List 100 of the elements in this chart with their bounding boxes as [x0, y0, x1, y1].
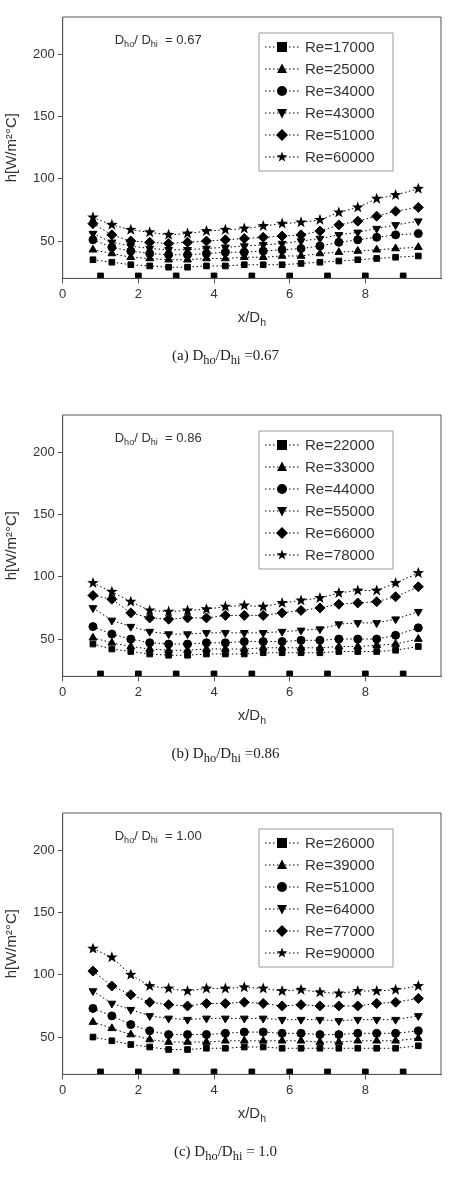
point	[314, 602, 326, 614]
point	[353, 1028, 363, 1038]
point	[316, 1044, 324, 1052]
point	[257, 997, 269, 1009]
point	[239, 1027, 249, 1037]
point	[210, 670, 218, 677]
point	[412, 979, 425, 991]
x-tick-label: 6	[286, 1081, 294, 1097]
point	[89, 256, 97, 264]
point	[286, 272, 293, 279]
point	[372, 225, 382, 234]
point	[392, 1044, 399, 1052]
point	[354, 256, 362, 264]
point	[257, 982, 269, 994]
point	[314, 213, 326, 225]
point	[414, 643, 422, 650]
x-tick-label: 8	[361, 1081, 369, 1097]
point	[412, 992, 424, 1004]
point	[181, 227, 194, 239]
point	[202, 630, 211, 638]
point	[172, 670, 180, 677]
point	[88, 605, 98, 613]
point	[219, 997, 231, 1009]
y-axis-title: h[W/m²°C]	[2, 113, 19, 183]
point	[257, 231, 269, 243]
point	[200, 982, 213, 994]
point	[108, 258, 116, 266]
point	[145, 1034, 155, 1043]
point	[106, 951, 118, 963]
point	[126, 1029, 136, 1038]
x-tick-label: 0	[59, 285, 67, 301]
x-tick-label: 4	[210, 683, 218, 699]
point	[276, 596, 288, 608]
point	[125, 989, 137, 1001]
point	[222, 650, 229, 658]
point	[203, 262, 210, 270]
point	[164, 1037, 174, 1045]
y-axis-title: h[W/m²°C]	[2, 511, 19, 581]
point	[333, 206, 345, 218]
point	[372, 1028, 382, 1038]
point	[183, 1016, 192, 1025]
point	[219, 223, 232, 235]
point	[391, 630, 401, 640]
point	[163, 999, 175, 1011]
point	[259, 649, 267, 657]
point	[315, 241, 325, 251]
point	[200, 225, 213, 236]
point	[182, 1000, 194, 1012]
y-tick-label: 200	[32, 841, 55, 857]
point	[335, 648, 343, 655]
point	[127, 648, 135, 655]
y-tick-label: 150	[32, 506, 55, 522]
point	[125, 595, 137, 607]
legend-label: Re=43000	[305, 104, 375, 122]
point	[239, 630, 249, 638]
point	[389, 983, 402, 995]
point	[277, 1028, 287, 1038]
point	[296, 627, 306, 636]
point	[334, 1030, 344, 1040]
point	[324, 670, 331, 677]
x-tick-label: 0	[59, 1081, 67, 1097]
point	[333, 987, 345, 999]
legend-label: Re=51000	[305, 878, 375, 896]
point	[200, 235, 212, 247]
point	[239, 644, 249, 652]
point	[371, 596, 383, 608]
point	[372, 1016, 382, 1025]
legend-label: Re=55000	[305, 502, 375, 520]
point	[88, 235, 98, 245]
point	[373, 1044, 381, 1052]
point	[240, 650, 248, 658]
point	[370, 584, 383, 596]
point	[106, 980, 118, 992]
point	[200, 612, 212, 624]
point	[88, 632, 98, 641]
point	[184, 1046, 191, 1053]
point	[239, 1015, 249, 1024]
point	[278, 649, 286, 657]
point	[172, 272, 180, 279]
point	[295, 999, 307, 1011]
point	[126, 1020, 136, 1030]
point	[135, 670, 142, 677]
point	[125, 223, 137, 235]
point	[413, 1026, 423, 1036]
y-tick-label: 100	[32, 170, 55, 186]
point	[172, 1068, 180, 1075]
legend-label: Re=90000	[305, 944, 375, 962]
point	[391, 616, 400, 625]
point	[391, 230, 401, 240]
point	[219, 982, 232, 994]
point	[146, 1043, 154, 1051]
point	[277, 628, 287, 637]
point	[106, 229, 118, 241]
point	[276, 1000, 288, 1012]
point	[334, 621, 344, 630]
point	[183, 1037, 192, 1045]
text: (b) D$_{ho}$/D$_{hi}$ =0.86	[170, 745, 281, 766]
point	[353, 1016, 363, 1025]
point	[352, 215, 364, 227]
point	[277, 1016, 287, 1025]
